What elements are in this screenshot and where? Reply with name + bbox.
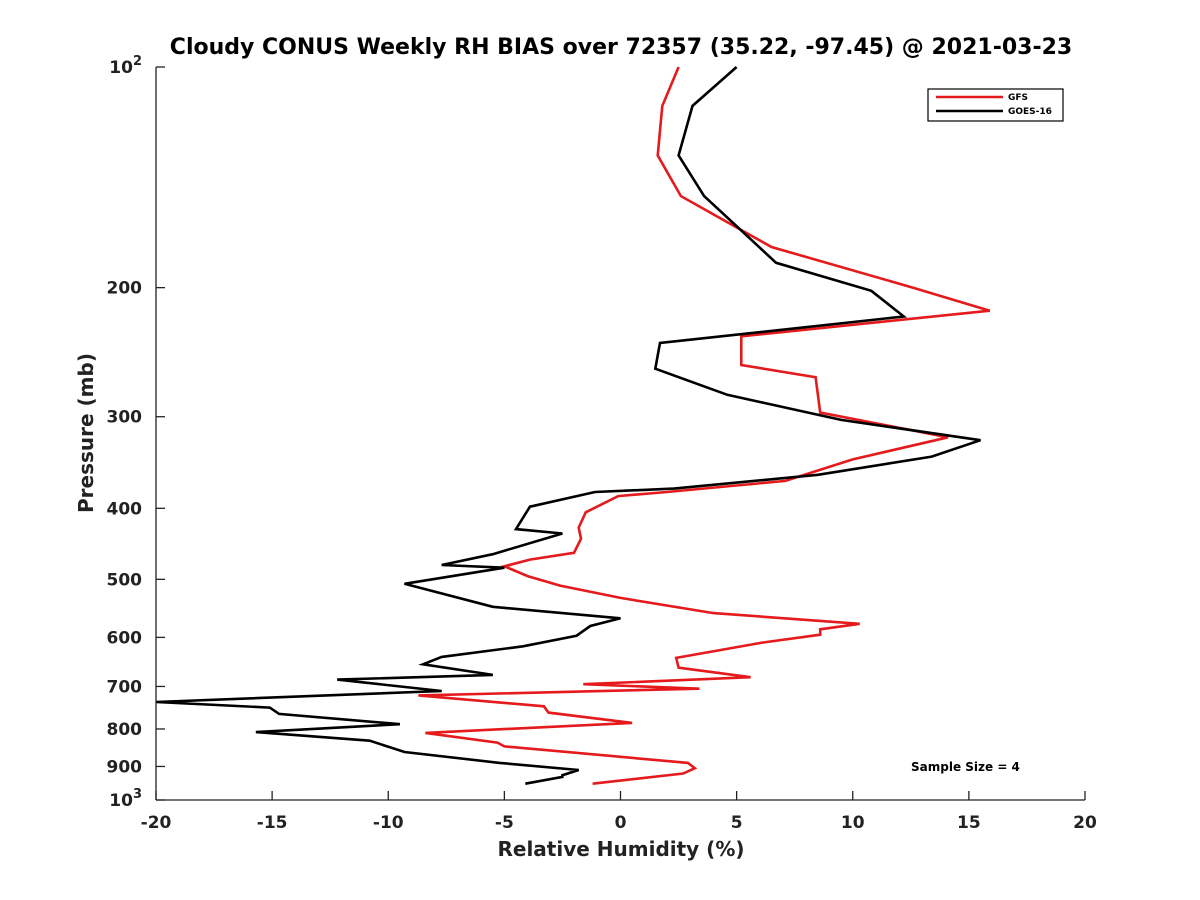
y-tick-label: 400 — [107, 499, 143, 519]
legend-label-goes16: GOES-16 — [1008, 107, 1052, 117]
x-axis-label: Relative Humidity (%) — [497, 837, 744, 861]
y-tick-label: 700 — [107, 677, 143, 697]
y-ticks: 102 200 300 400 500 600 700 800 900 103 — [107, 54, 165, 811]
y-tick-label: 200 — [107, 279, 143, 299]
y-tick-label: 800 — [107, 720, 143, 740]
y-tick-label: 103 — [109, 787, 142, 811]
legend-box — [927, 88, 1064, 122]
sample-size-annotation: Sample Size = 4 — [911, 760, 1020, 774]
x-tick-label: -15 — [257, 813, 288, 833]
y-tick-label: 102 — [109, 54, 142, 78]
y-tick-label: 600 — [107, 628, 143, 648]
x-tick-label: 10 — [841, 813, 865, 833]
series-line-goes-16 — [155, 66, 981, 785]
series-layer — [155, 66, 991, 785]
x-tick-label: 0 — [615, 813, 627, 833]
y-tick-label: 900 — [107, 757, 143, 777]
y-tick-label: 500 — [107, 570, 143, 590]
y-axis-label: Pressure (mb) — [74, 353, 98, 513]
x-ticks: -20 -15 -10 -5 0 5 10 15 20 — [141, 791, 1097, 833]
x-tick-label: 15 — [957, 813, 981, 833]
legend-label-gfs: GFS — [1008, 93, 1028, 103]
x-tick-label: -10 — [373, 813, 404, 833]
x-tick-label: -5 — [495, 813, 514, 833]
x-tick-label: -20 — [141, 813, 172, 833]
chart-title: Cloudy CONUS Weekly RH BIAS over 72357 (… — [170, 35, 1072, 60]
series-line-gfs — [418, 66, 991, 785]
x-tick-label: 5 — [731, 813, 743, 833]
legend: GFS GOES-16 — [927, 88, 1064, 122]
y-tick-label: 300 — [107, 408, 143, 428]
x-tick-label: 20 — [1073, 813, 1097, 833]
